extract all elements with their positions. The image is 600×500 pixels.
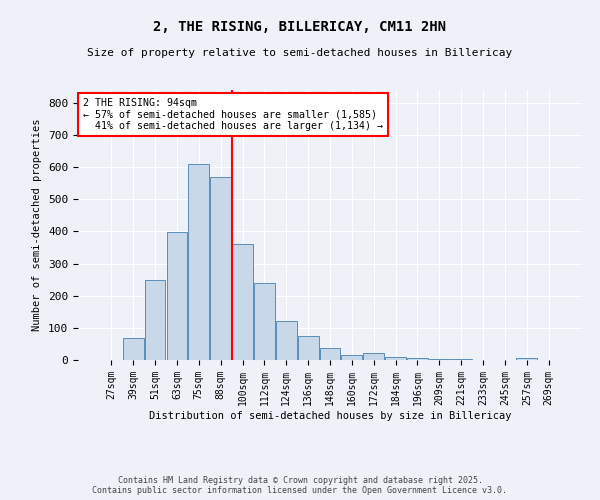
Bar	[232, 244, 253, 360]
Bar	[364, 353, 384, 360]
Bar	[188, 164, 209, 360]
Bar	[123, 338, 143, 360]
Y-axis label: Number of semi-detached properties: Number of semi-detached properties	[32, 118, 43, 331]
Text: Size of property relative to semi-detached houses in Billericay: Size of property relative to semi-detach…	[88, 48, 512, 58]
Bar	[145, 280, 166, 360]
Bar	[429, 359, 450, 360]
Bar	[320, 348, 340, 360]
Bar	[407, 358, 428, 360]
Bar	[517, 358, 537, 360]
Bar	[385, 357, 406, 360]
Bar	[254, 283, 275, 360]
Bar	[298, 336, 319, 360]
Text: 2 THE RISING: 94sqm
← 57% of semi-detached houses are smaller (1,585)
  41% of s: 2 THE RISING: 94sqm ← 57% of semi-detach…	[83, 98, 383, 132]
Text: 2, THE RISING, BILLERICAY, CM11 2HN: 2, THE RISING, BILLERICAY, CM11 2HN	[154, 20, 446, 34]
Bar	[210, 177, 231, 360]
Text: Contains HM Land Registry data © Crown copyright and database right 2025.
Contai: Contains HM Land Registry data © Crown c…	[92, 476, 508, 495]
Bar	[167, 232, 187, 360]
Bar	[276, 321, 296, 360]
Bar	[341, 355, 362, 360]
X-axis label: Distribution of semi-detached houses by size in Billericay: Distribution of semi-detached houses by …	[149, 410, 511, 420]
